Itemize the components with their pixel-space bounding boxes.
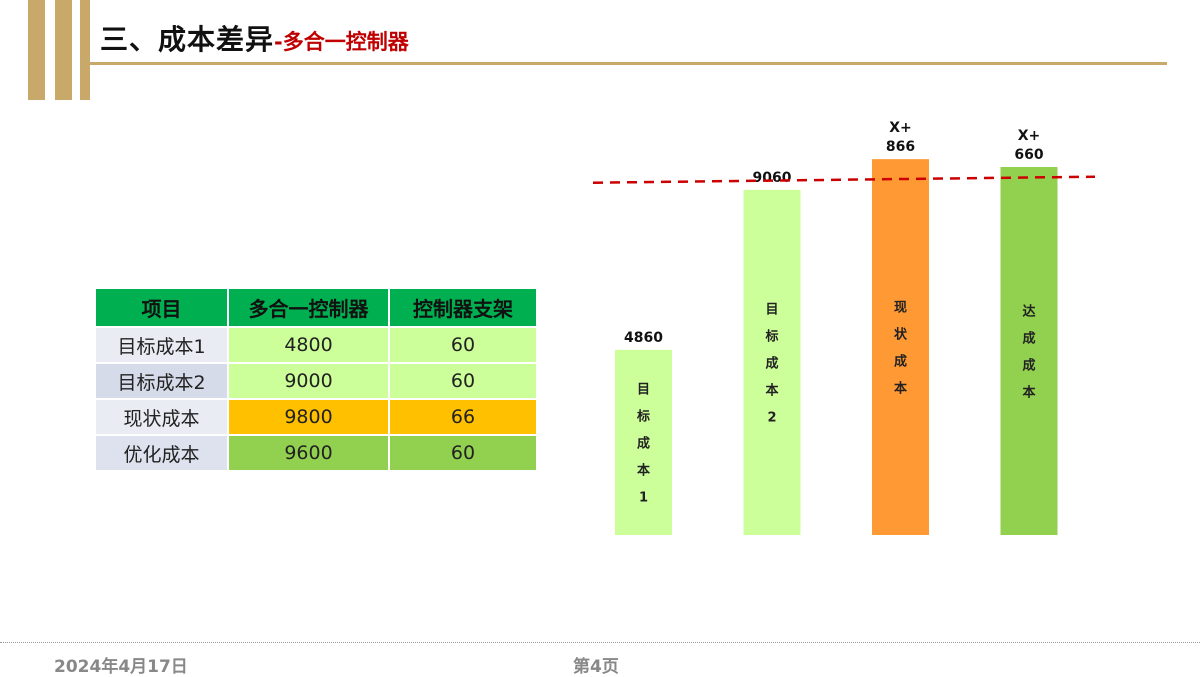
header-deco-bar-1 <box>28 0 45 100</box>
cell-controller: 9800 <box>229 400 388 434</box>
bar-category-label: 1 <box>639 490 648 505</box>
table-row: 目标成本1 4800 60 <box>96 328 536 362</box>
cell-bracket: 60 <box>390 436 536 470</box>
bar-value-label: 866 <box>886 139 915 155</box>
bar-category-label: 标 <box>636 408 650 424</box>
bar-category-label: 2 <box>767 410 776 425</box>
bar-3 <box>872 159 929 535</box>
bar-category-label: 成 <box>637 435 650 451</box>
row-label: 优化成本 <box>96 436 227 470</box>
table-header-row: 项目 多合一控制器 控制器支架 <box>96 289 536 326</box>
bar-category-label: 成 <box>1022 358 1035 374</box>
bar-category-label: 标 <box>764 328 778 344</box>
footer-date: 2024年4月17日 <box>54 657 188 677</box>
bar-value-label: 4860 <box>624 330 663 346</box>
bar-category-label: 目 <box>637 382 650 397</box>
bar-value-label: 9060 <box>753 170 792 186</box>
bar-value-label: X+ <box>889 120 912 136</box>
cell-controller: 9000 <box>229 364 388 398</box>
bar-category-label: 达 <box>1022 304 1035 320</box>
bar-category-label: 本 <box>1022 385 1035 401</box>
bar-category-label: 本 <box>637 462 650 478</box>
table-header-bracket: 控制器支架 <box>390 289 536 326</box>
bar-1 <box>615 349 672 535</box>
footer-page-number: 第4页 <box>573 657 619 677</box>
bar-category-label: 成 <box>1022 331 1035 347</box>
bar-category-label: 成 <box>765 355 778 371</box>
row-label: 现状成本 <box>96 400 227 434</box>
bar-category-label: 状 <box>894 327 908 343</box>
cost-table: 项目 多合一控制器 控制器支架 目标成本1 4800 60 目标成本2 9000… <box>94 287 538 472</box>
row-label: 目标成本1 <box>96 328 227 362</box>
table-row: 目标成本2 9000 60 <box>96 364 536 398</box>
cell-bracket: 60 <box>390 364 536 398</box>
table-row: 现状成本 9800 66 <box>96 400 536 434</box>
bar-4 <box>1000 167 1058 535</box>
row-label: 目标成本2 <box>96 364 227 398</box>
cell-bracket: 66 <box>390 400 536 434</box>
table-row: 优化成本 9600 60 <box>96 436 536 470</box>
cell-bracket: 60 <box>390 328 536 362</box>
cell-controller: 9600 <box>229 436 388 470</box>
footer-divider <box>0 642 1200 643</box>
bar-2 <box>743 189 801 535</box>
bar-category-label: 本 <box>765 382 778 398</box>
title-sub: -多合一控制器 <box>274 30 409 54</box>
page-title: 三、成本差异-多合一控制器 <box>100 18 409 58</box>
bar-category-label: 现 <box>894 301 907 316</box>
table-header-controller: 多合一控制器 <box>229 289 388 326</box>
header-deco-bar-3 <box>80 0 90 100</box>
header-deco-bar-2 <box>55 0 72 100</box>
bar-category-label: 目 <box>765 302 778 317</box>
title-underline <box>90 62 1167 65</box>
bar-category-label: 成 <box>894 354 907 370</box>
bar-value-label: X+ <box>1018 128 1041 144</box>
title-main: 三、成本差异 <box>100 23 275 56</box>
cell-controller: 4800 <box>229 328 388 362</box>
bar-category-label: 本 <box>894 381 907 397</box>
table-header-item: 项目 <box>96 289 227 326</box>
bar-value-label: 660 <box>1014 147 1043 163</box>
